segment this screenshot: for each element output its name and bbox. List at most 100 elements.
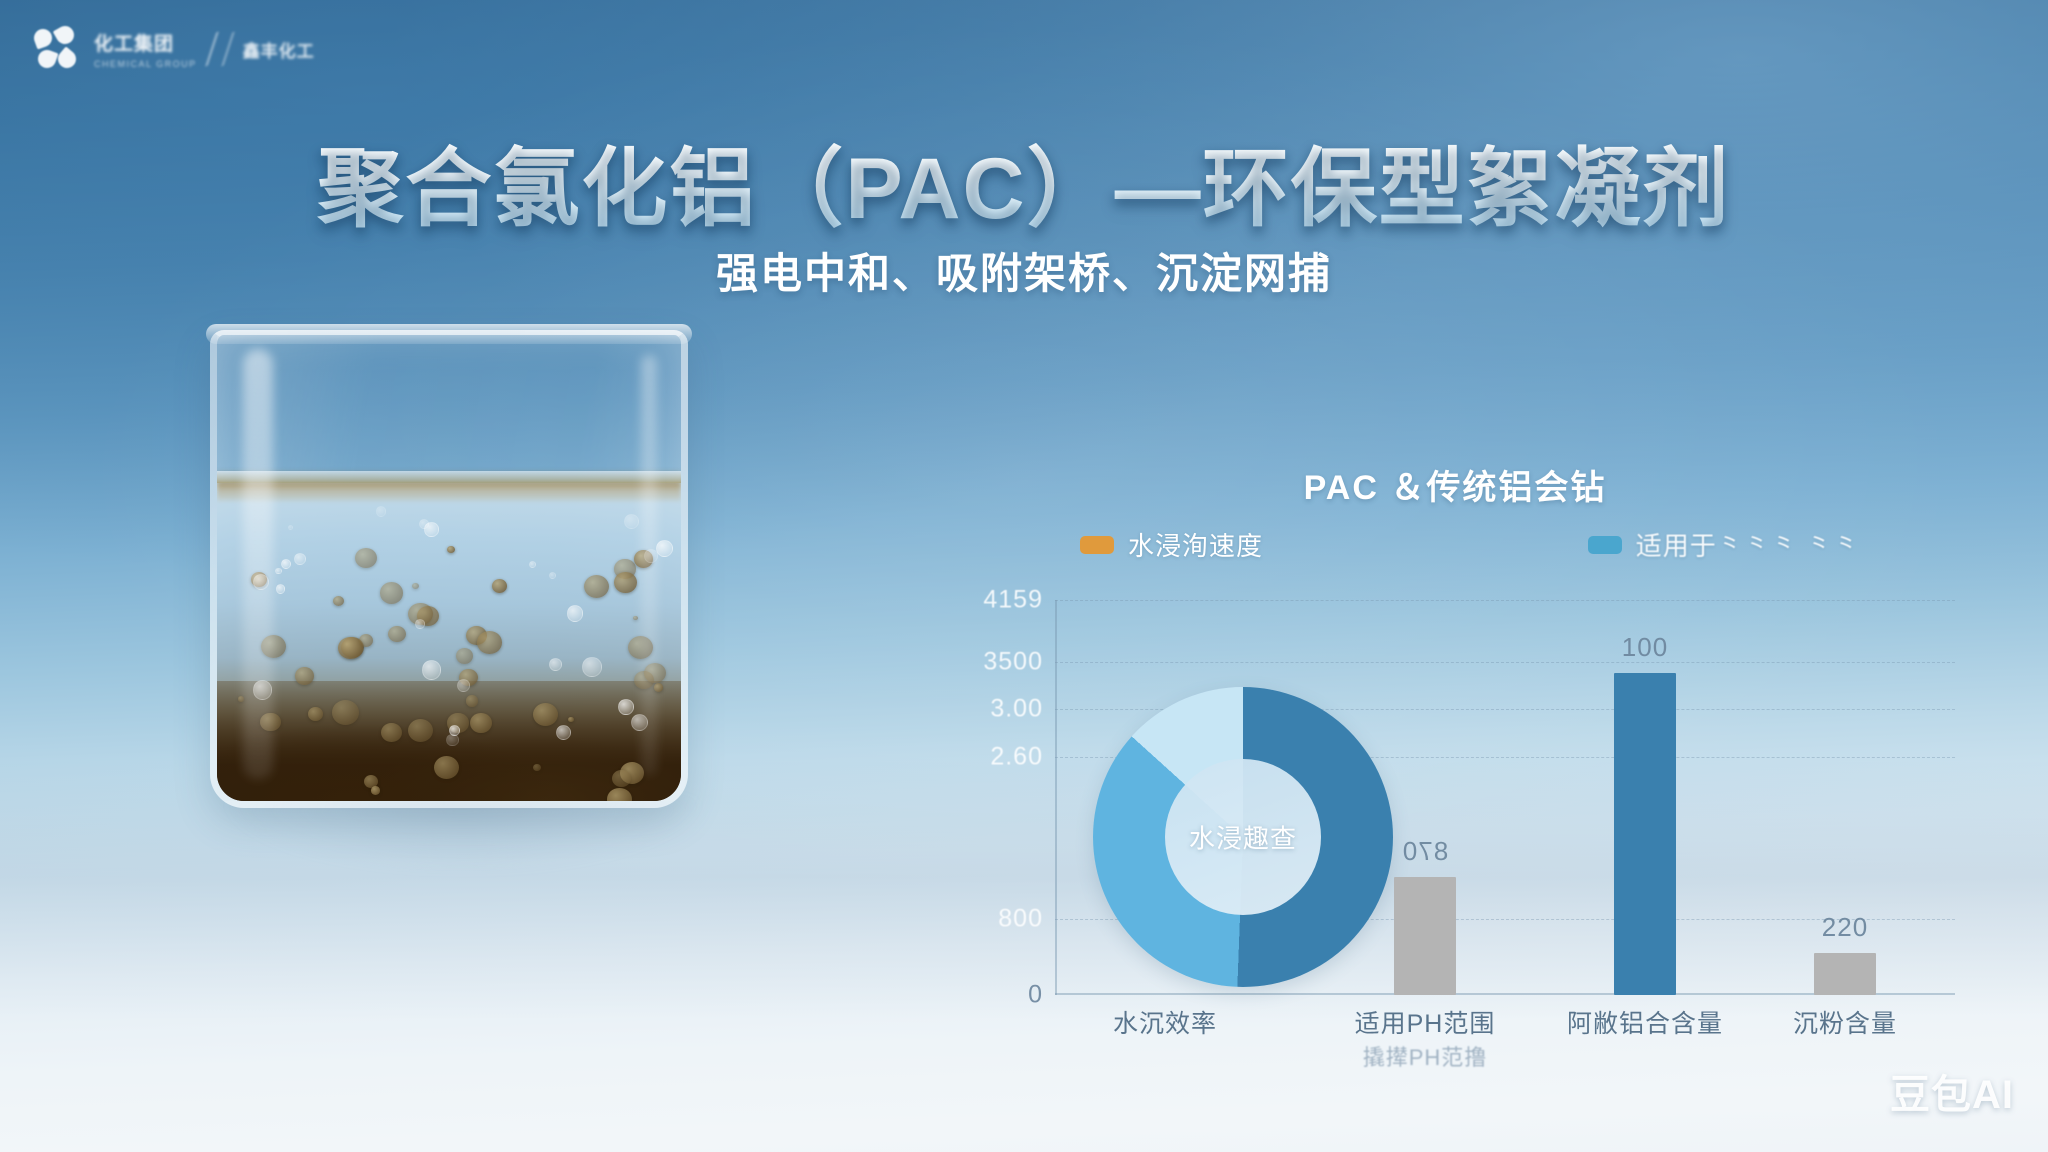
y-axis-tick-label: 3.00 — [990, 694, 1043, 723]
floc-particle — [477, 631, 502, 654]
brand-name: 化工集团 — [94, 34, 175, 55]
chart-plot-area: 4159 3500 3.00 2.60 800 0 水浸趣查 870 100 220 水沉效率… — [983, 586, 1955, 1070]
bubble — [549, 571, 557, 580]
comparison-chart: PAC ＆传统铝会钻 水浸洵速度 适用于⺀⺀⺀ ⺀⺀ 4159 3500 3.00 2… — [983, 460, 2010, 1080]
logo-divider — [205, 32, 219, 66]
bubble — [623, 513, 640, 530]
floc-particle — [632, 615, 638, 621]
floc-particle — [237, 696, 245, 703]
floc-particle — [407, 718, 434, 743]
floc-particle — [465, 695, 478, 707]
floc-particle — [567, 716, 574, 723]
glass-highlight-left — [243, 349, 273, 779]
bubble — [582, 657, 602, 677]
gridline — [1055, 918, 1955, 920]
floc-particle — [332, 596, 344, 607]
legend-swatch-icon — [1587, 535, 1622, 554]
y-axis-tick-label: 800 — [998, 904, 1043, 933]
floc-particle — [331, 699, 359, 725]
bubble — [656, 540, 674, 557]
bubble — [414, 619, 425, 629]
floc-particle — [447, 545, 455, 553]
donut-hole — [1165, 759, 1321, 915]
brand-secondary-name: 鑫丰化工 — [242, 41, 315, 61]
x-axis-line — [1055, 993, 1955, 995]
floc-particle — [627, 636, 653, 660]
gridline — [1055, 709, 1955, 711]
legend-item-1[interactable]: 适用于⺀⺀⺀ ⺀⺀ — [1587, 526, 1860, 563]
beaker-illustration — [206, 324, 710, 870]
page-subtitle: 强电中和、吸附架桥、沉淀网捕 — [715, 250, 1332, 297]
y-axis-tick-label: 3500 — [983, 647, 1043, 676]
bar-rect — [1614, 673, 1676, 995]
legend-item-0[interactable]: 水浸洵速度 — [1080, 526, 1263, 563]
gridline — [1055, 600, 1955, 601]
floc-particle — [643, 663, 666, 684]
floc-particle — [363, 774, 379, 788]
y-axis-tick-label: 4159 — [983, 585, 1043, 614]
floc-particle — [634, 671, 655, 690]
floc-particle — [379, 582, 404, 604]
bar-rect — [1814, 953, 1876, 995]
bar-value-label: 100 — [1621, 632, 1669, 662]
bubble — [421, 659, 442, 680]
bar[interactable]: 100 — [1614, 600, 1676, 995]
logo-divider-second — [221, 32, 235, 66]
bubble — [275, 567, 282, 575]
floc-particle — [607, 788, 632, 801]
floc-particle — [433, 756, 459, 780]
bubble — [375, 505, 387, 517]
gridline — [1055, 757, 1955, 759]
x-axis-sublabel: 撬撵PH范撸 — [1362, 1045, 1488, 1070]
floc-particle — [408, 602, 433, 625]
floc-particle — [470, 712, 493, 733]
floc-particle — [411, 582, 419, 589]
bar-value-label: 870 — [1401, 836, 1449, 866]
floc-particle — [455, 648, 474, 665]
legend-label: 水浸洵速度 — [1128, 531, 1264, 561]
bubble — [457, 679, 471, 693]
bubble — [643, 549, 658, 563]
y-axis-line — [1055, 600, 1057, 995]
liquid-turbid-band — [217, 483, 681, 501]
legend-swatch-icon — [1080, 535, 1114, 554]
x-axis-label: 适用PH范围 — [1354, 1010, 1496, 1038]
floc-particle — [491, 578, 507, 593]
x-axis-label: 水沉效率 — [1112, 1010, 1218, 1038]
bubble — [448, 725, 460, 737]
brand-logo: 化工集团 CHEMICAL GROUP 鑫丰化工 — [31, 22, 315, 72]
y-axis-tick-label: 2.60 — [990, 742, 1043, 771]
bubble — [293, 553, 307, 566]
donut-chart[interactable]: 水浸趣查 — [1093, 687, 1393, 987]
floc-particle — [295, 666, 315, 685]
bar[interactable]: 870 — [1394, 600, 1456, 995]
floc-particle — [533, 702, 559, 726]
bubble — [566, 605, 584, 622]
bubble — [418, 519, 430, 530]
bubble — [548, 657, 562, 672]
floc-particle — [308, 707, 324, 721]
x-axis-label: 阿敝铝合含量 — [1566, 1010, 1724, 1038]
flower-mark-icon — [31, 22, 80, 72]
chart-title: PAC ＆传统铝会钻 — [1303, 469, 1607, 507]
floc-particle — [612, 769, 631, 788]
bar-value-label: 220 — [1821, 912, 1869, 942]
chart-legend: 水浸洵速度 适用于⺀⺀⺀ ⺀⺀ — [1080, 526, 1930, 563]
watermark: 豆包AI — [1890, 1073, 2014, 1117]
x-axis-label: 沉粉含量 — [1792, 1010, 1898, 1038]
bubble — [631, 714, 649, 732]
floc-particle — [381, 722, 403, 743]
bubble — [555, 724, 571, 741]
bar[interactable]: 220 — [1814, 600, 1876, 995]
bubble — [287, 524, 294, 530]
page-title: 聚合氯化铝（PAC）—环保型絮凝剂 — [0, 118, 2048, 243]
brand-name-latin: CHEMICAL GROUP — [94, 59, 197, 69]
glass-highlight-right — [641, 355, 657, 775]
liquid-surface-line — [217, 471, 681, 483]
floc-particle — [387, 625, 406, 643]
floc-particle — [338, 636, 363, 660]
beaker-reflection — [228, 800, 698, 870]
legend-label: 适用于⺀⺀⺀ ⺀⺀ — [1635, 531, 1860, 561]
brand-logo-text: 化工集团 CHEMICAL GROUP — [94, 29, 197, 69]
bubble — [617, 699, 634, 716]
